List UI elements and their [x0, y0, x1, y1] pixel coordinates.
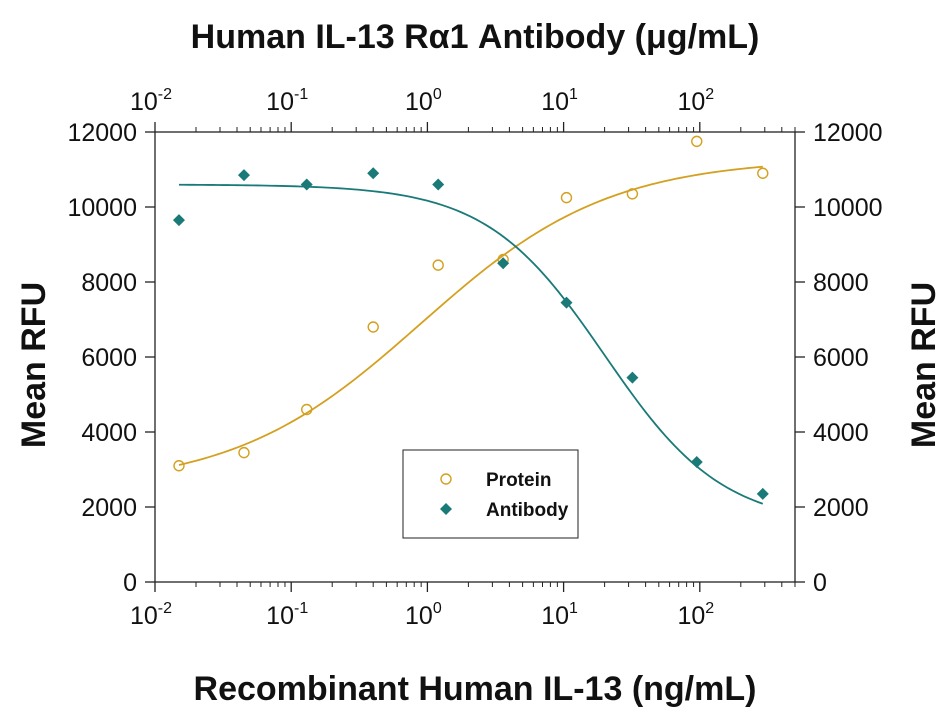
protein-fit-curve — [178, 165, 763, 466]
x-tick-top-label: 101 — [541, 86, 578, 116]
y-tick-right-label: 12000 — [813, 119, 883, 147]
y-tick-right-label: 10000 — [813, 194, 883, 222]
x-tick-bottom-label: 10-2 — [130, 600, 172, 630]
x-tick-base: 10 — [130, 88, 158, 116]
x-tick-exponent: 2 — [705, 600, 714, 617]
y-tick-left-label: 0 — [123, 569, 137, 597]
x-tick-base: 10 — [541, 88, 569, 116]
x-tick-bottom-label: 101 — [541, 600, 578, 630]
protein-data-point — [691, 135, 703, 148]
legend-antibody-label: Antibody — [486, 500, 569, 521]
x-tick-bottom-label: 10-1 — [266, 600, 308, 630]
legend-protein-label: Protein — [486, 470, 551, 491]
antibody-data-point — [432, 178, 445, 191]
legend: Protein Antibody — [402, 449, 579, 539]
protein-data-point — [432, 259, 444, 271]
chart-title: Human IL-13 Rα1 Antibody (μg/mL) — [191, 18, 760, 56]
antibody-data-point — [756, 487, 769, 500]
x-tick-base: 10 — [266, 602, 294, 630]
antibody-data-point — [626, 371, 639, 384]
x-tick-exponent: 0 — [433, 86, 442, 103]
x-tick-base: 10 — [130, 602, 158, 630]
y-tick-right-label: 6000 — [813, 344, 869, 372]
x-tick-top-label: 10-2 — [130, 86, 172, 116]
antibody-data-point — [690, 456, 703, 468]
y-axis-label-right: Mean RFU — [905, 282, 943, 448]
x-axis-label: Recombinant Human IL-13 (ng/mL) — [194, 670, 757, 708]
x-tick-exponent: 2 — [705, 86, 714, 103]
x-tick-base: 10 — [677, 602, 705, 630]
y-axis-label-left: Mean RFU — [15, 282, 53, 448]
y-tick-left-label: 12000 — [67, 119, 137, 147]
y-tick-left-label: 2000 — [81, 494, 137, 522]
x-tick-exponent: -2 — [158, 86, 172, 103]
legend-protein-marker — [440, 473, 452, 485]
antibody-data-point — [172, 214, 185, 227]
legend-box — [402, 449, 579, 539]
protein-data-point — [560, 191, 573, 204]
y-tick-left-label: 10000 — [67, 194, 137, 222]
x-tick-exponent: 1 — [569, 600, 578, 617]
y-tick-left-label: 4000 — [81, 419, 137, 447]
protein-data-point — [173, 460, 185, 472]
x-tick-base: 10 — [405, 602, 433, 630]
x-tick-base: 10 — [405, 88, 433, 116]
x-tick-base: 10 — [266, 88, 294, 116]
y-tick-right-label: 4000 — [813, 419, 869, 447]
protein-data-point — [301, 403, 313, 416]
y-tick-right-label: 0 — [813, 569, 827, 597]
x-tick-base: 10 — [541, 602, 569, 630]
legend-antibody-marker — [440, 503, 452, 515]
x-tick-top-label: 100 — [405, 86, 442, 116]
fit-curves — [178, 165, 764, 505]
x-tick-exponent: 1 — [569, 86, 578, 103]
antibody-data-point — [560, 296, 573, 309]
x-tick-exponent: 0 — [433, 600, 442, 617]
y-tick-left-label: 6000 — [81, 344, 137, 372]
x-tick-bottom-label: 100 — [405, 600, 442, 630]
y-tick-right-label: 2000 — [813, 494, 869, 522]
x-tick-exponent: -2 — [158, 600, 172, 617]
x-tick-bottom-label: 102 — [677, 600, 714, 630]
x-tick-exponent: -1 — [294, 86, 308, 103]
protein-data-point — [367, 321, 379, 333]
data-points — [172, 135, 769, 500]
antibody-data-point — [300, 178, 313, 191]
protein-data-point — [757, 167, 769, 179]
y-tick-right-label: 8000 — [813, 269, 869, 297]
antibody-data-point — [497, 257, 510, 270]
x-tick-top-label: 10-1 — [266, 86, 308, 116]
y-tick-left-label: 8000 — [81, 269, 137, 297]
protein-data-point — [626, 188, 639, 200]
x-tick-top-label: 102 — [677, 86, 714, 116]
antibody-data-point — [367, 167, 380, 180]
x-tick-exponent: -1 — [294, 600, 308, 617]
x-tick-base: 10 — [677, 88, 705, 116]
protein-data-point — [238, 446, 250, 459]
antibody-fit-curve — [178, 183, 764, 505]
antibody-data-point — [237, 169, 250, 182]
